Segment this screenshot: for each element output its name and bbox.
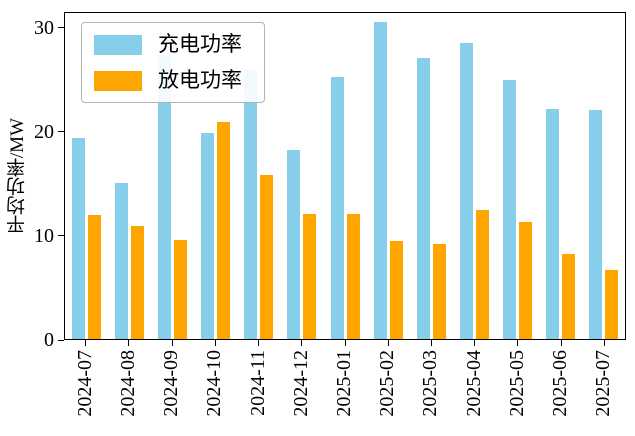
x-tick-label: 2024-10 xyxy=(203,350,226,417)
x-tick-mark xyxy=(474,340,476,346)
bar-充电功率-2024-08 xyxy=(115,182,129,339)
x-tick-label: 2025-03 xyxy=(419,350,442,417)
bar-充电功率-2024-07 xyxy=(72,138,86,339)
x-tick-label: 2025-04 xyxy=(462,350,485,417)
bar-充电功率-2024-10 xyxy=(201,133,215,339)
x-tick-label: 2024-12 xyxy=(289,350,312,417)
x-tick-mark xyxy=(301,340,303,346)
bar-放电功率-2025-03 xyxy=(432,243,446,339)
y-tick-label: 20 xyxy=(34,120,54,143)
y-tick-mark xyxy=(58,339,64,341)
bar-充电功率-2024-12 xyxy=(287,149,301,339)
bar-充电功率-2025-06 xyxy=(545,109,559,339)
bar-放电功率-2025-05 xyxy=(518,222,532,339)
bar-放电功率-2025-07 xyxy=(604,269,618,339)
x-tick-mark xyxy=(344,340,346,346)
legend-swatch-icon xyxy=(94,70,142,91)
legend-item: 充电功率 xyxy=(94,34,242,55)
bar-充电功率-2025-01 xyxy=(330,77,344,339)
bar-充电功率-2025-07 xyxy=(588,110,602,339)
x-tick-mark xyxy=(214,340,216,346)
bar-充电功率-2025-02 xyxy=(373,22,387,339)
x-tick-mark xyxy=(517,340,519,346)
legend-item: 放电功率 xyxy=(94,70,242,91)
bar-充电功率-2024-09 xyxy=(158,55,172,339)
x-tick-label: 2024-07 xyxy=(73,350,96,417)
bar-放电功率-2024-12 xyxy=(303,213,317,339)
bar-放电功率-2024-08 xyxy=(131,226,145,339)
bar-放电功率-2025-01 xyxy=(346,213,360,339)
y-tick-mark xyxy=(58,27,64,29)
x-tick-label: 2025-02 xyxy=(376,350,399,417)
legend-swatch-icon xyxy=(94,34,142,55)
x-tick-mark xyxy=(128,340,130,346)
y-tick-mark xyxy=(58,235,64,237)
bar-充电功率-2025-04 xyxy=(459,43,473,339)
x-tick-label: 2025-07 xyxy=(592,350,615,417)
x-tick-mark xyxy=(430,340,432,346)
x-tick-label: 2024-08 xyxy=(116,350,139,417)
y-tick-label: 10 xyxy=(34,224,54,247)
x-tick-mark xyxy=(603,340,605,346)
legend-label: 充电功率 xyxy=(158,32,242,56)
y-axis-label-wrap: 平均功率/MW xyxy=(4,12,30,340)
x-tick-mark xyxy=(85,340,87,346)
x-tick-label: 2025-01 xyxy=(333,350,355,417)
bar-放电功率-2025-04 xyxy=(475,209,489,339)
bar-放电功率-2024-10 xyxy=(217,121,231,339)
x-tick-mark xyxy=(171,340,173,346)
plot-area: 充电功率 放电功率 xyxy=(64,12,626,340)
bar-放电功率-2024-07 xyxy=(88,214,102,339)
bar-充电功率-2024-11 xyxy=(244,69,258,339)
x-tick-label: 2025-06 xyxy=(549,350,572,417)
x-tick-mark xyxy=(258,340,260,346)
x-tick-label: 2025-05 xyxy=(505,350,528,417)
bar-充电功率-2025-05 xyxy=(502,80,516,339)
legend: 充电功率 放电功率 xyxy=(81,22,265,103)
x-tick-mark xyxy=(387,340,389,346)
bar-放电功率-2024-09 xyxy=(174,239,188,339)
y-tick-mark xyxy=(58,131,64,133)
bar-放电功率-2025-02 xyxy=(389,240,403,339)
x-tick-mark xyxy=(560,340,562,346)
bar-放电功率-2025-06 xyxy=(561,254,575,339)
bar-充电功率-2025-03 xyxy=(416,57,430,339)
x-tick-label: 2024-11 xyxy=(246,350,269,416)
bar-放电功率-2024-11 xyxy=(260,175,274,339)
x-tick-label: 2024-09 xyxy=(160,350,183,417)
y-tick-label: 30 xyxy=(34,16,54,39)
y-tick-label: 0 xyxy=(44,329,54,351)
legend-label: 放电功率 xyxy=(158,68,242,92)
